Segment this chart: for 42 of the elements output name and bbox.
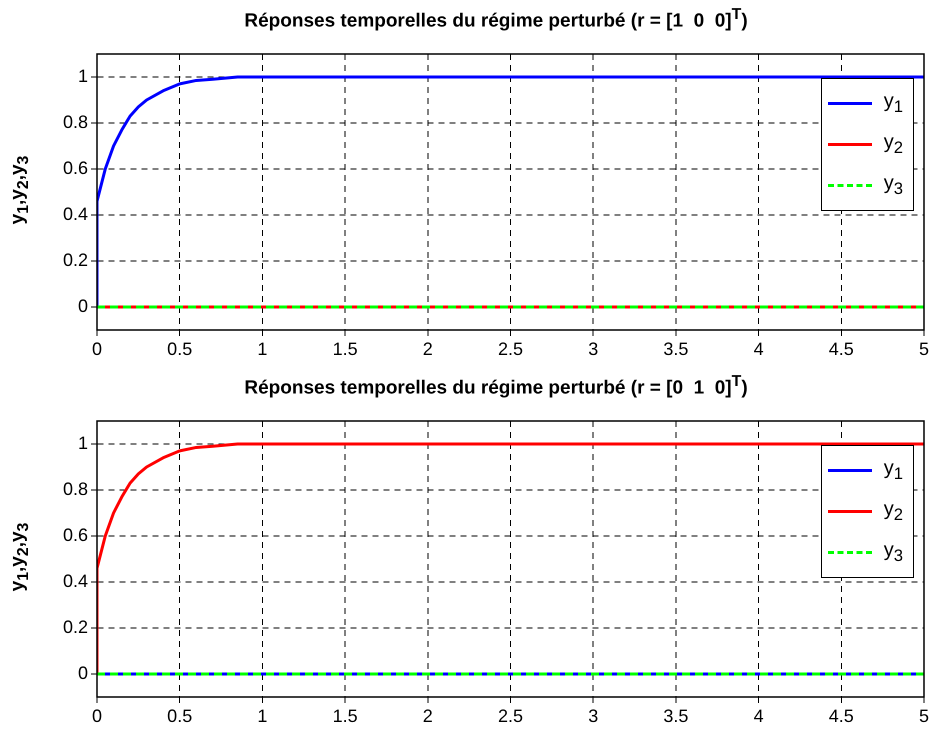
x-tick-label: 4 — [754, 706, 764, 726]
x-tick-label: 4 — [754, 338, 764, 359]
chart-title: Réponses temporelles du régime perturbé (r = [1 0 0]$^{T}$) — [243, 6, 749, 32]
x-tick-label: 0 — [92, 706, 102, 726]
y-tick-label: 0.4 — [62, 570, 88, 591]
x-tick-label: 4.5 — [828, 706, 854, 726]
x-tick-label: 0.5 — [167, 338, 192, 359]
x-tick-label: 1 — [257, 706, 268, 726]
legend-label: y$_{1}$ — [884, 90, 903, 117]
y-tick-label: 1 — [78, 66, 88, 86]
x-tick-label: 1.5 — [332, 338, 358, 359]
legend-label: y$_{2}$ — [884, 131, 903, 158]
legend-label: y$_{3}$ — [884, 539, 903, 566]
chart-title: Réponses temporelles du régime perturbé (r = [0 1 0]$^{T}$) — [243, 373, 749, 400]
y-tick-label: 0.8 — [62, 478, 88, 499]
legend-label: y$_{1}$ — [884, 457, 903, 484]
y-tick-label: 0.6 — [62, 524, 88, 545]
x-tick-label: 4.5 — [828, 338, 854, 359]
x-tick-label: 2 — [422, 706, 433, 726]
x-tick-label: 3 — [588, 706, 598, 726]
y-tick-label: 0 — [78, 662, 88, 683]
x-tick-label: 3 — [588, 338, 598, 359]
x-tick-label: 0 — [92, 338, 102, 359]
y-tick-label: 1 — [78, 432, 88, 453]
y-tick-label: 0.4 — [62, 204, 88, 224]
x-tick-label: 1.5 — [332, 706, 358, 726]
x-tick-label: 0.5 — [167, 706, 192, 726]
x-tick-label: 5 — [918, 338, 929, 359]
legend-label: y$_{3}$ — [884, 172, 903, 199]
y-tick-label: 0.8 — [62, 112, 88, 132]
x-tick-label: 3.5 — [663, 338, 688, 359]
y-tick-label: 0.2 — [62, 616, 88, 637]
y-tick-label: 0.2 — [62, 250, 88, 270]
y-tick-label: 0.6 — [62, 158, 88, 178]
x-tick-label: 3.5 — [663, 706, 688, 726]
x-tick-label: 2 — [422, 338, 433, 359]
legend-label: y$_{2}$ — [884, 498, 903, 525]
x-tick-label: 2.5 — [498, 706, 524, 726]
y-tick-label: 0 — [78, 296, 88, 316]
x-tick-label: 2.5 — [498, 338, 524, 359]
x-tick-label: 5 — [918, 706, 929, 726]
x-tick-label: 1 — [257, 338, 268, 359]
